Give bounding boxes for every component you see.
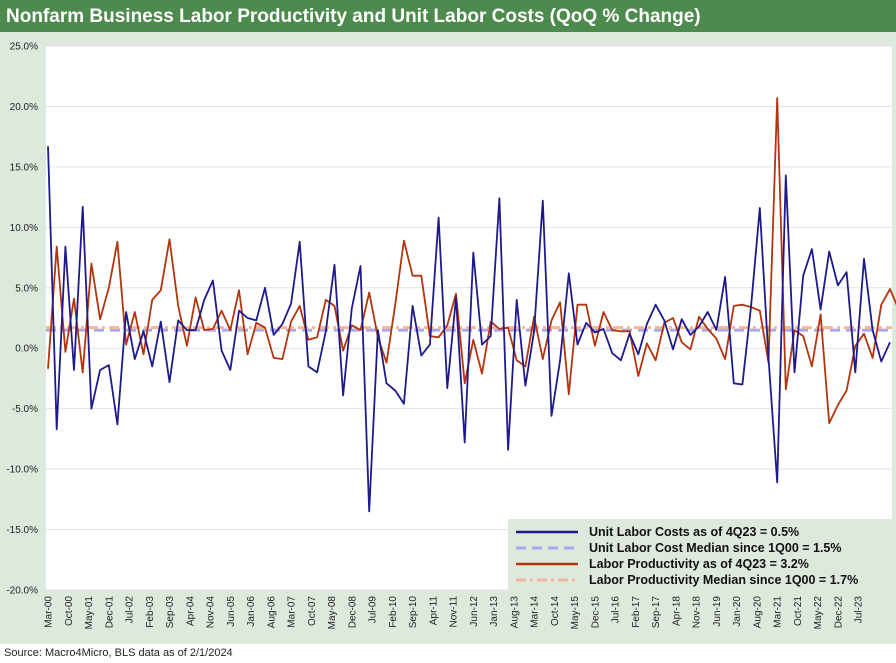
x-tick-label: Aug-06 bbox=[266, 596, 277, 629]
legend-label: Unit Labor Costs as of 4Q23 = 0.5% bbox=[589, 525, 800, 539]
x-tick-label: Apr-18 bbox=[671, 596, 682, 626]
x-tick-label: Jan-20 bbox=[732, 596, 743, 627]
chart-title: Nonfarm Business Labor Productivity and … bbox=[6, 6, 701, 27]
legend: Unit Labor Costs as of 4Q23 = 0.5% Unit … bbox=[508, 519, 894, 591]
y-tick-label: 20.0% bbox=[10, 102, 38, 113]
x-tick-label: Mar-21 bbox=[773, 596, 784, 628]
source-note: Source: Macro4Micro, BLS data as of 2/1/… bbox=[4, 647, 233, 659]
title-bar: Nonfarm Business Labor Productivity and … bbox=[0, 0, 896, 32]
x-tick-label: May-01 bbox=[84, 596, 95, 630]
x-tick-label: Dec-08 bbox=[347, 596, 358, 629]
x-tick-label: Nov-11 bbox=[449, 596, 460, 628]
x-tick-label: Sep-03 bbox=[165, 596, 176, 629]
legend-label: Unit Labor Cost Median since 1Q00 = 1.5% bbox=[589, 541, 842, 555]
y-tick-label: 15.0% bbox=[10, 162, 38, 173]
y-tick-label: 10.0% bbox=[10, 223, 38, 234]
x-tick-label: Jan-13 bbox=[489, 596, 500, 627]
x-tick-label: Oct-00 bbox=[64, 596, 75, 626]
y-tick-label: -20.0% bbox=[6, 586, 38, 597]
x-tick-label: Aug-20 bbox=[752, 596, 763, 629]
y-tick-label: 0.0% bbox=[15, 344, 38, 355]
legend-item: Labor Productivity Median since 1Q00 = 1… bbox=[514, 572, 894, 588]
x-tick-label: Oct-21 bbox=[793, 596, 804, 626]
x-tick-label: May-15 bbox=[570, 596, 581, 630]
x-tick-label: May-22 bbox=[813, 596, 824, 630]
x-tick-label: Feb-10 bbox=[388, 596, 399, 628]
x-tick-label: Jul-09 bbox=[368, 596, 379, 624]
x-tick-label: Feb-17 bbox=[631, 596, 642, 628]
y-tick-label: -5.0% bbox=[12, 404, 38, 415]
x-tick-label: Sep-17 bbox=[651, 596, 662, 629]
y-axis: -20.0% -15.0% -10.0% -5.0% 0.0% 5.0% 10.0% 15.0… bbox=[6, 42, 38, 597]
x-tick-label: Feb-03 bbox=[145, 596, 156, 628]
plot-area bbox=[46, 46, 892, 590]
x-tick-label: Aug-13 bbox=[509, 596, 520, 629]
x-tick-label: Oct-07 bbox=[307, 596, 318, 626]
x-tick-label: Jul-23 bbox=[854, 596, 865, 624]
legend-swatch-labor-productivity-median bbox=[516, 578, 578, 582]
x-tick-label: Mar-00 bbox=[44, 596, 55, 628]
y-tick-label: -15.0% bbox=[6, 525, 38, 536]
x-tick-label: Jun-05 bbox=[226, 596, 237, 627]
x-tick-label: Apr-04 bbox=[185, 596, 196, 626]
x-tick-label: Dec-15 bbox=[590, 596, 601, 629]
x-tick-label: Jun-19 bbox=[712, 596, 723, 627]
legend-swatch-unit-labor-cost-median bbox=[516, 546, 578, 550]
x-tick-label: Dec-01 bbox=[104, 596, 115, 629]
x-tick-label: Jul-02 bbox=[125, 596, 136, 624]
y-tick-label: 5.0% bbox=[15, 283, 38, 294]
x-tick-label: Jun-12 bbox=[469, 596, 480, 627]
series-lines bbox=[46, 97, 896, 513]
x-tick-label: Nov-04 bbox=[206, 596, 217, 629]
legend-swatch-labor-productivity bbox=[516, 562, 578, 566]
x-tick-label: May-08 bbox=[327, 596, 338, 630]
x-tick-label: Oct-14 bbox=[550, 596, 561, 626]
x-tick-label: Dec-22 bbox=[833, 596, 844, 629]
x-tick-label: Nov-18 bbox=[692, 596, 703, 629]
legend-item: Labor Productivity as of 4Q23 = 3.2% bbox=[514, 556, 894, 572]
gridlines bbox=[46, 45, 892, 591]
x-tick-label: Jul-16 bbox=[611, 596, 622, 624]
series-unit-labor-costs bbox=[47, 146, 891, 513]
chart-svg: -20.0% -15.0% -10.0% -5.0% 0.0% 5.0% 10.0% 15.0… bbox=[6, 42, 896, 630]
y-tick-label: 25.0% bbox=[10, 42, 38, 53]
legend-item: Unit Labor Cost Median since 1Q00 = 1.5% bbox=[514, 540, 894, 556]
x-tick-label: Jan-06 bbox=[246, 596, 257, 627]
legend-label: Labor Productivity Median since 1Q00 = 1… bbox=[589, 573, 859, 587]
x-tick-label: Apr-11 bbox=[428, 596, 439, 626]
legend-item: Unit Labor Costs as of 4Q23 = 0.5% bbox=[514, 524, 894, 540]
x-tick-label: Mar-07 bbox=[287, 596, 298, 628]
legend-swatch-unit-labor-costs bbox=[516, 530, 578, 534]
x-axis: Mar-00 Oct-00 May-01 Dec-01 Jul-02 Feb-03 Sep-… bbox=[44, 596, 865, 630]
y-tick-label: -10.0% bbox=[6, 465, 38, 476]
legend-label: Labor Productivity as of 4Q23 = 3.2% bbox=[589, 557, 809, 571]
x-tick-label: Sep-10 bbox=[408, 596, 419, 629]
x-tick-label: Mar-14 bbox=[530, 596, 541, 628]
